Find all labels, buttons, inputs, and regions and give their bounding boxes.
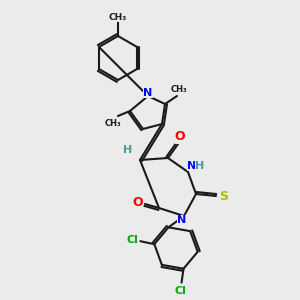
Text: S: S xyxy=(220,190,229,202)
Text: N: N xyxy=(177,215,187,225)
Text: Cl: Cl xyxy=(175,286,187,296)
Text: Cl: Cl xyxy=(126,235,138,245)
Text: CH₃: CH₃ xyxy=(171,85,187,94)
Text: O: O xyxy=(175,130,185,143)
Text: N: N xyxy=(188,161,196,171)
Text: N: N xyxy=(143,88,153,98)
Text: CH₃: CH₃ xyxy=(109,13,127,22)
Text: H: H xyxy=(195,161,205,171)
Text: O: O xyxy=(133,196,143,208)
Text: H: H xyxy=(123,145,133,155)
Text: CH₃: CH₃ xyxy=(105,118,121,127)
